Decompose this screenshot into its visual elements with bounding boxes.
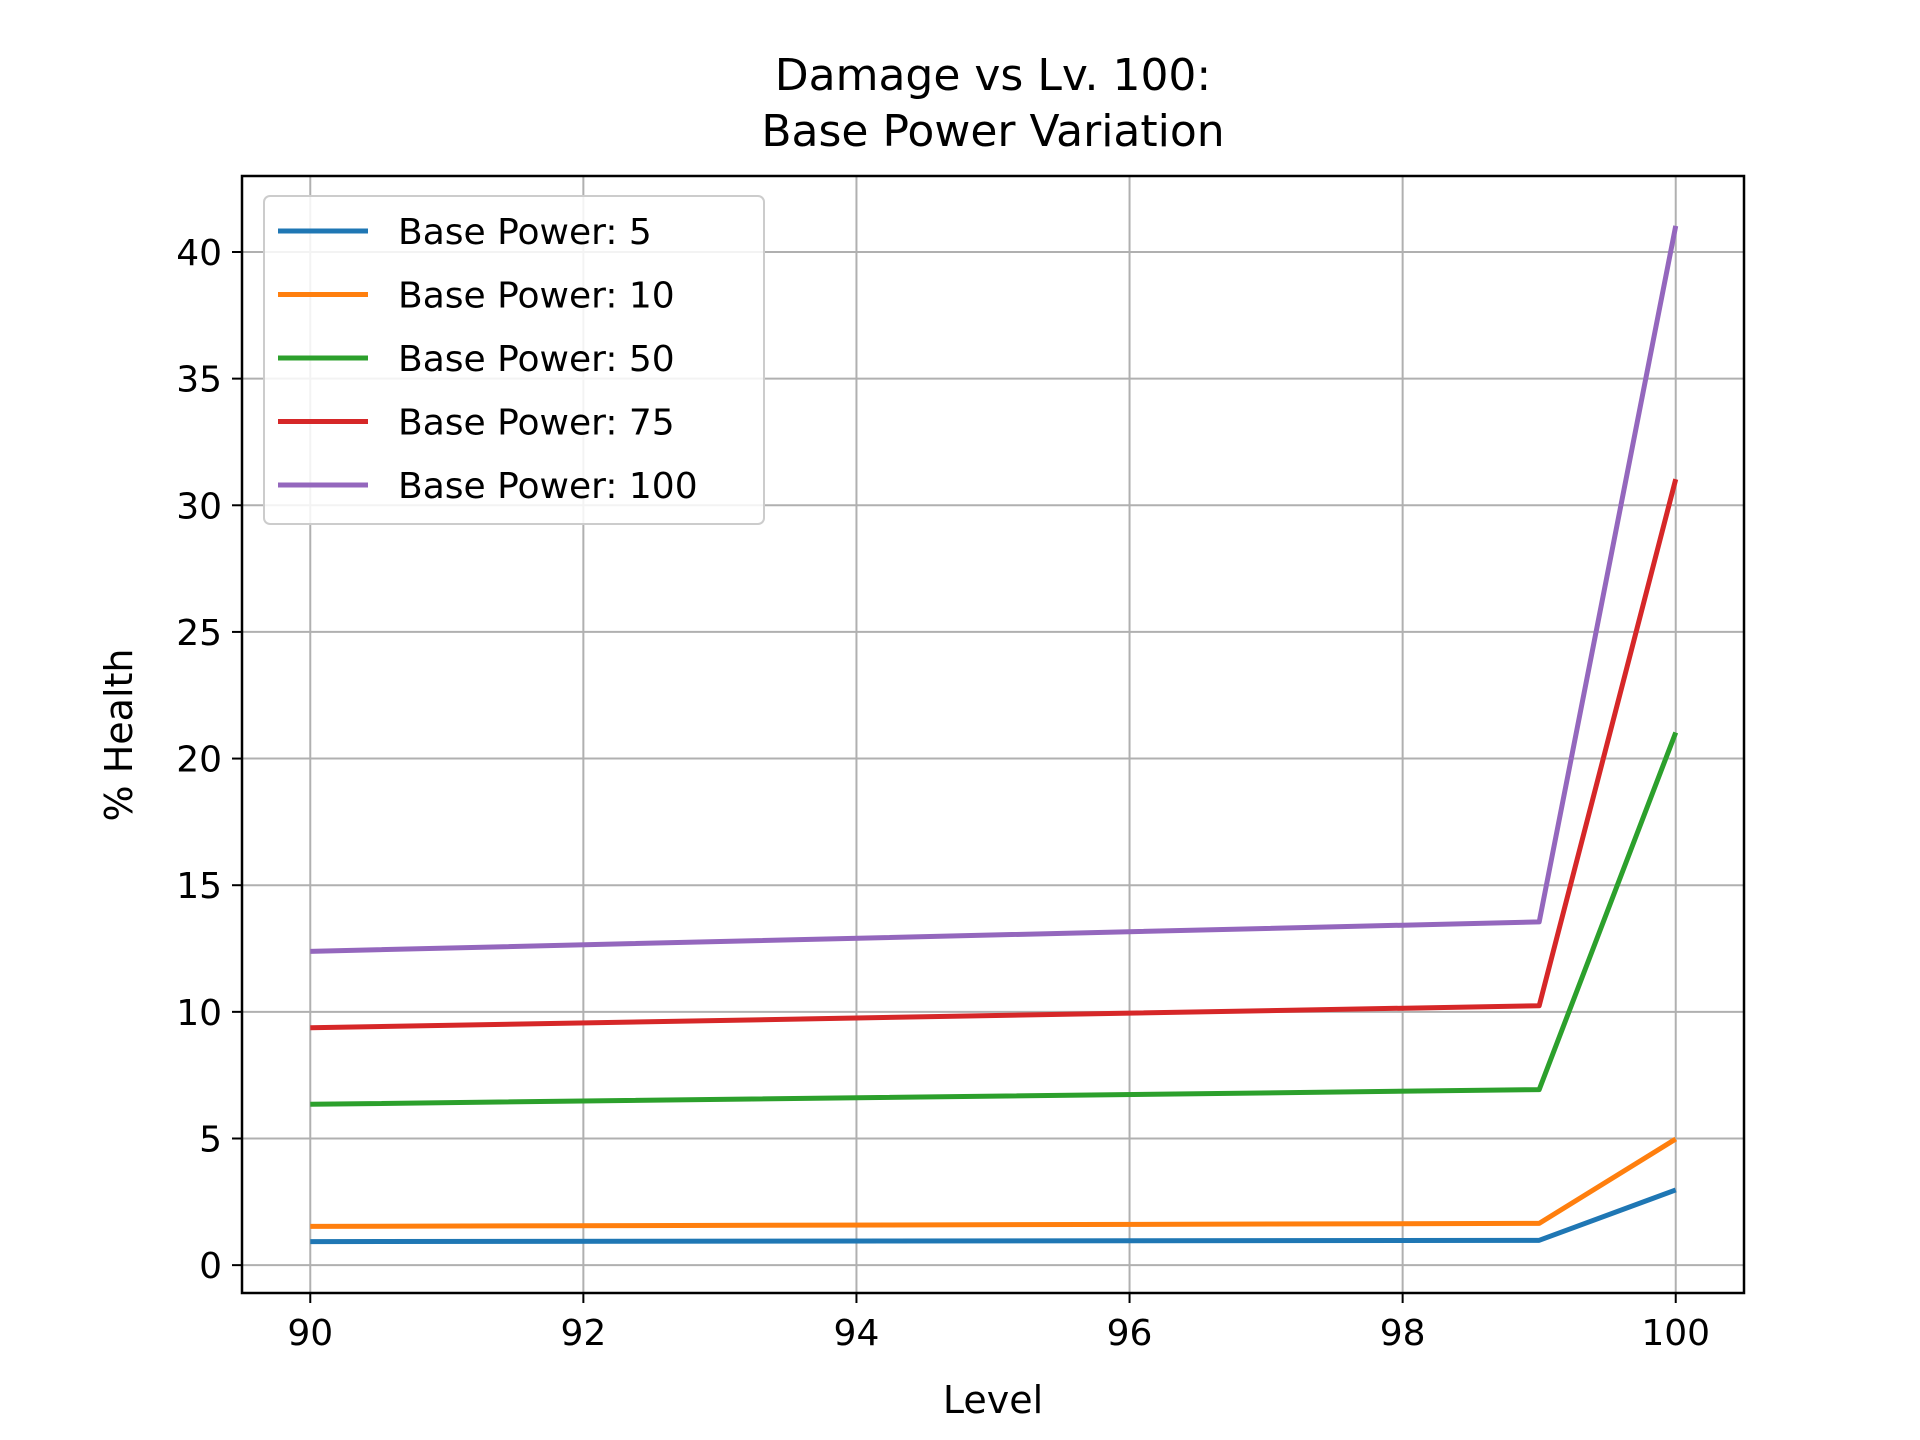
x-tick-label: 92 (560, 1313, 606, 1354)
y-tick-label: 25 (176, 613, 222, 654)
y-axis-label: % Health (97, 649, 141, 822)
x-tick-label: 90 (287, 1313, 333, 1354)
chart-title-line-1: Damage vs Lv. 100: (775, 50, 1212, 101)
x-axis-label: Level (943, 1378, 1043, 1422)
y-tick-label: 35 (176, 360, 222, 401)
legend-label: Base Power: 75 (398, 403, 675, 444)
legend-label: Base Power: 50 (398, 339, 675, 380)
plot-frame (240, 174, 1746, 1295)
series-lines (310, 225, 1679, 1245)
legend: Base Power: 5 Base Power: 10 Base Power: 5… (263, 195, 765, 525)
series-line-1 (310, 1187, 1677, 1245)
x-tick-label: 94 (834, 1313, 880, 1354)
y-tick-label: 20 (176, 740, 222, 781)
x-axis-ticks: 90 92 94 96 98 100 (287, 1293, 1710, 1354)
x-tick-label: 100 (1641, 1313, 1710, 1354)
chart-title-line-2: Base Power Variation (761, 106, 1224, 157)
legend-box (263, 195, 765, 525)
series-line-4 (310, 478, 1679, 1031)
legend-label: Base Power: 100 (398, 466, 698, 507)
legend-label: Base Power: 10 (398, 276, 675, 317)
legend-label: Base Power: 5 (398, 212, 652, 253)
y-axis-ticks: 0 5 10 15 20 25 30 35 40 (176, 233, 242, 1287)
series-line-2 (310, 1136, 1678, 1229)
x-tick-label: 96 (1107, 1313, 1153, 1354)
grid (242, 176, 1744, 1293)
series-line-5 (310, 225, 1679, 954)
y-tick-label: 30 (176, 486, 222, 527)
y-tick-label: 10 (176, 993, 222, 1034)
y-tick-label: 5 (199, 1119, 222, 1160)
y-tick-label: 15 (176, 866, 222, 907)
series-line-3 (310, 731, 1679, 1107)
y-tick-label: 0 (199, 1246, 222, 1287)
y-tick-label: 40 (176, 233, 222, 274)
x-tick-label: 98 (1380, 1313, 1426, 1354)
